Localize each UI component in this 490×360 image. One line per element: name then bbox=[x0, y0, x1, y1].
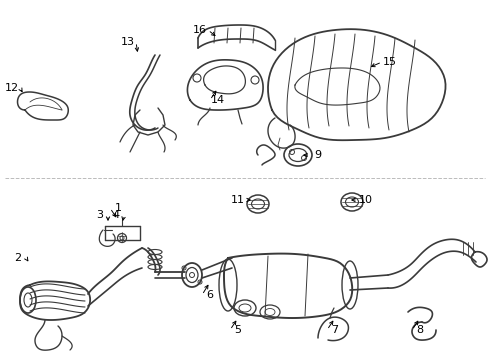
Text: 9: 9 bbox=[315, 150, 321, 160]
Text: 15: 15 bbox=[383, 57, 397, 67]
Text: 11: 11 bbox=[231, 195, 245, 205]
Text: 3: 3 bbox=[97, 210, 103, 220]
Text: 10: 10 bbox=[359, 195, 373, 205]
Text: 8: 8 bbox=[416, 325, 423, 335]
Text: 13: 13 bbox=[121, 37, 135, 47]
Text: 2: 2 bbox=[14, 253, 22, 263]
Text: 4: 4 bbox=[112, 210, 120, 220]
Text: 5: 5 bbox=[235, 325, 242, 335]
Text: 7: 7 bbox=[331, 325, 339, 335]
Text: 12: 12 bbox=[5, 83, 19, 93]
Text: 6: 6 bbox=[206, 290, 214, 300]
Text: 14: 14 bbox=[211, 95, 225, 105]
Text: 16: 16 bbox=[193, 25, 207, 35]
Text: 1: 1 bbox=[115, 203, 122, 213]
